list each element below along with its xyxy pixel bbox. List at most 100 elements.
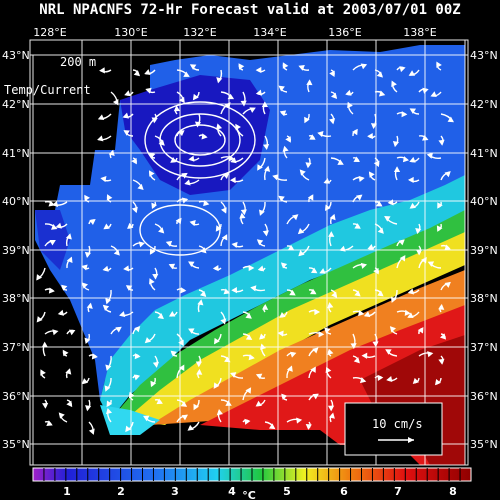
current-vector-head	[356, 194, 363, 201]
current-vector-head	[240, 209, 247, 216]
current-vector-head	[358, 309, 365, 317]
current-vector-head	[314, 308, 321, 316]
current-vector-head	[240, 100, 247, 107]
current-vector-head	[407, 312, 414, 318]
current-vector-head	[324, 204, 331, 211]
current-vector-head	[235, 123, 241, 131]
current-vector-head	[250, 285, 257, 292]
current-vector-head	[239, 212, 246, 219]
current-vector-head	[193, 403, 199, 411]
lon-label: 136°E	[328, 26, 361, 39]
current-vector-head	[426, 152, 434, 159]
current-vector-head	[99, 67, 105, 74]
current-vector-head	[370, 123, 378, 130]
current-vector-head	[181, 197, 189, 204]
current-vector-head	[378, 90, 386, 97]
lat-label: 38°N	[470, 292, 498, 305]
current-vector-head	[201, 133, 208, 140]
current-vector-head	[200, 290, 207, 297]
current-vector-head	[376, 200, 383, 207]
current-vector-head	[312, 347, 319, 354]
current-vector-head	[368, 171, 375, 178]
current-vector-head	[102, 304, 110, 311]
current-vector-head	[361, 352, 368, 359]
current-vector-head	[51, 223, 58, 230]
current-vector-head	[354, 290, 361, 297]
current-vector-head	[225, 400, 232, 406]
current-vector-head	[61, 284, 68, 291]
current-vector-head	[221, 234, 228, 241]
current-vector-head	[422, 87, 429, 94]
current-vector-head	[123, 265, 130, 272]
current-vector-head	[296, 417, 303, 424]
current-vector-head	[307, 194, 314, 201]
lat-label: 36°N	[470, 390, 498, 403]
current-vector-head	[393, 166, 401, 172]
current-vector-head	[377, 374, 384, 381]
current-vector-head	[299, 169, 306, 176]
current-vector-head	[137, 183, 144, 191]
current-vector-head	[264, 165, 271, 172]
current-vector-head	[391, 80, 397, 87]
current-vector-head	[415, 228, 422, 235]
current-vector-head	[58, 412, 65, 419]
current-vector-head	[350, 343, 357, 350]
gyre-streamline	[159, 113, 241, 167]
current-vector-head	[105, 407, 113, 415]
current-vector-head	[122, 112, 129, 119]
current-vector-head	[337, 159, 344, 165]
current-vector-head	[285, 136, 291, 143]
current-vector-head	[331, 291, 338, 299]
current-vector-head	[327, 348, 334, 356]
current-vector-head	[124, 90, 131, 97]
current-vector-head	[238, 63, 245, 70]
current-vector-head	[212, 265, 219, 272]
colorbar-tick: 5	[283, 485, 291, 498]
current-vector-head	[318, 331, 325, 338]
current-vector-head	[183, 71, 190, 77]
current-vector-head	[312, 393, 319, 400]
current-vector-head	[255, 400, 262, 407]
current-vector-head	[281, 393, 288, 400]
current-vector-head	[444, 171, 451, 178]
lat-label: 41°N	[2, 147, 30, 160]
current-vector-head	[216, 77, 223, 84]
current-vector-head	[327, 405, 335, 412]
current-vector-head	[149, 152, 156, 159]
current-vector-head	[106, 194, 113, 201]
current-vector-head	[248, 264, 255, 272]
current-vector-head	[102, 265, 109, 272]
current-vector-head	[444, 281, 451, 288]
current-vector-head	[399, 255, 406, 262]
colorbar-tick: 6	[340, 485, 348, 498]
current-vector-head	[105, 364, 112, 371]
current-vector-head	[52, 329, 59, 336]
current-vector-head	[306, 79, 313, 86]
current-vector-head	[49, 240, 56, 246]
current-vector-head	[420, 257, 427, 264]
current-vector-head	[262, 143, 270, 150]
current-vector-head	[272, 174, 279, 181]
current-vector-head	[258, 209, 265, 216]
current-vector-head	[213, 382, 220, 389]
lat-label: 39°N	[470, 244, 498, 257]
current-vector-head	[372, 341, 379, 348]
current-vector-head	[287, 244, 295, 251]
current-vector-head	[437, 202, 443, 209]
lat-label: 35°N	[2, 438, 30, 451]
current-vector-head	[192, 93, 199, 101]
current-vector-head	[377, 227, 384, 234]
current-vector-head	[347, 101, 353, 109]
current-vector-head	[144, 337, 152, 344]
depth-label: 200 m	[60, 55, 96, 69]
current-vector-head	[131, 206, 138, 214]
current-vector-head	[327, 302, 334, 309]
gyre-streamline	[144, 101, 256, 179]
current-vector-head	[310, 366, 316, 373]
current-vector-head	[97, 114, 105, 121]
colorbar-unit: °C	[242, 489, 256, 500]
current-vector-head	[390, 296, 397, 303]
current-vector-head	[108, 149, 115, 156]
lat-label: 38°N	[2, 292, 30, 305]
current-vector-head	[223, 288, 230, 295]
